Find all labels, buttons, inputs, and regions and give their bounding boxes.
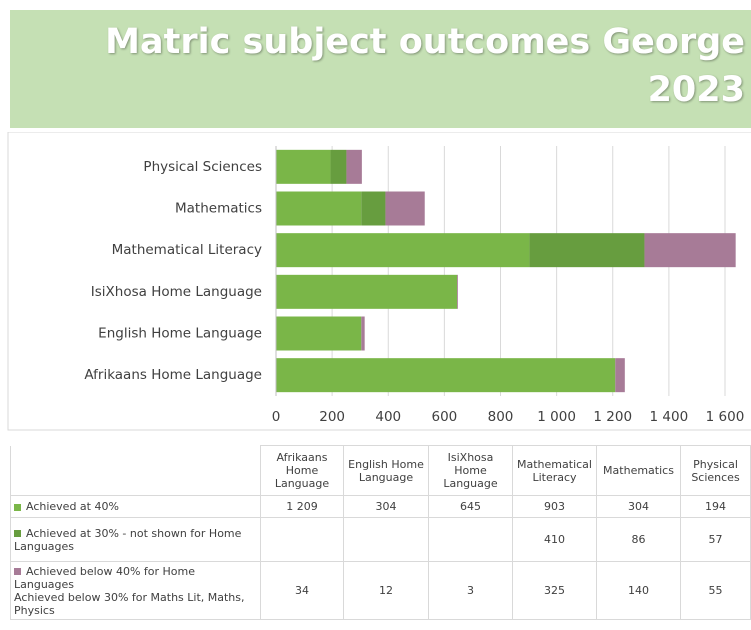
chart-title: Matric subject outcomes George 2023 bbox=[10, 10, 751, 128]
value-cell: 140 bbox=[596, 561, 681, 620]
header-row: Afrikaans Home Language English Home Lang… bbox=[10, 445, 751, 496]
value-cell: 194 bbox=[680, 495, 751, 518]
value-cell: 304 bbox=[596, 495, 681, 518]
bar-segment bbox=[276, 274, 458, 309]
data-table: Afrikaans Home Language English Home Lang… bbox=[10, 445, 751, 620]
y-tick-label: Mathematical Literacy bbox=[112, 242, 262, 258]
legend-key bbox=[14, 530, 21, 537]
y-tick-label: Mathematics bbox=[175, 201, 262, 217]
bar-segment bbox=[385, 191, 425, 226]
x-tick-label: 1 200 bbox=[593, 409, 632, 425]
x-tick-label: 800 bbox=[488, 409, 514, 425]
series-row: Achieved at 40% 1 209 304 645 903 304 194 bbox=[10, 495, 751, 518]
bar-segment bbox=[529, 233, 645, 268]
legend-label: Achieved at 40% bbox=[26, 500, 119, 513]
y-tick-label: Physical Sciences bbox=[143, 159, 262, 175]
bar-segment bbox=[330, 149, 347, 184]
legend-label: Achieved below 40% for Home Languages Ac… bbox=[14, 564, 245, 617]
header-cell: Physical Sciences bbox=[680, 445, 751, 496]
x-tick-label: 1 400 bbox=[650, 409, 689, 425]
value-cell: 645 bbox=[428, 495, 513, 518]
header-cell: IsiXhosa Home Language bbox=[428, 445, 513, 496]
value-cell: 903 bbox=[512, 495, 597, 518]
corner-cell bbox=[10, 445, 261, 496]
legend-cell: Achieved at 30% - not shown for Home Lan… bbox=[10, 517, 261, 562]
bar-segment bbox=[644, 233, 736, 268]
legend-key bbox=[14, 568, 21, 575]
value-cell: 1 209 bbox=[260, 495, 344, 518]
value-cell: 86 bbox=[596, 517, 681, 562]
bar-segment bbox=[276, 149, 331, 184]
bar-segment bbox=[276, 316, 362, 351]
value-cell: 410 bbox=[512, 517, 597, 562]
x-tick-label: 600 bbox=[431, 409, 457, 425]
bar-segment bbox=[361, 316, 365, 351]
header-cell: Mathematical Literacy bbox=[512, 445, 597, 496]
x-tick-label: 1 600 bbox=[706, 409, 745, 425]
value-cell bbox=[260, 517, 344, 562]
y-tick-label: IsiXhosa Home Language bbox=[91, 284, 262, 300]
legend-label: Achieved at 30% - not shown for Home Lan… bbox=[14, 526, 242, 553]
x-tick-label: 1 000 bbox=[537, 409, 576, 425]
y-tick-label: English Home Language bbox=[98, 326, 262, 342]
bar-segment bbox=[457, 274, 458, 309]
bar-segment bbox=[276, 233, 530, 268]
bar-segment bbox=[276, 191, 362, 226]
legend-key bbox=[14, 503, 21, 511]
bar-segment bbox=[615, 358, 625, 393]
value-cell: 3 bbox=[428, 561, 513, 620]
series-row: Achieved below 40% for Home Languages Ac… bbox=[10, 561, 751, 620]
series-row: Achieved at 30% - not shown for Home Lan… bbox=[10, 517, 751, 562]
bar-segment bbox=[276, 358, 616, 393]
value-cell bbox=[343, 517, 429, 562]
legend-cell: Achieved below 40% for Home Languages Ac… bbox=[10, 561, 261, 620]
y-tick-label: Afrikaans Home Language bbox=[84, 367, 262, 383]
chart: 0 200 400 600 800 1 000 1 200 1 400 1 600 Afrikaa… bbox=[7, 132, 751, 431]
value-cell: 325 bbox=[512, 561, 597, 620]
header-cell: English Home Language bbox=[343, 445, 429, 496]
value-cell: 12 bbox=[343, 561, 429, 620]
x-tick-label: 0 bbox=[272, 409, 281, 425]
x-tick-label: 400 bbox=[375, 409, 401, 425]
value-cell: 34 bbox=[260, 561, 344, 620]
value-cell: 304 bbox=[343, 495, 429, 518]
value-cell bbox=[428, 517, 513, 562]
value-cell: 55 bbox=[680, 561, 751, 620]
bar-segment bbox=[361, 191, 386, 226]
header-cell: Afrikaans Home Language bbox=[260, 445, 344, 496]
value-cell: 57 bbox=[680, 517, 751, 562]
x-tick-label: 200 bbox=[319, 409, 345, 425]
header-cell: Mathematics bbox=[596, 445, 681, 496]
legend-cell: Achieved at 40% bbox=[10, 495, 261, 518]
bar-segment bbox=[346, 149, 362, 184]
